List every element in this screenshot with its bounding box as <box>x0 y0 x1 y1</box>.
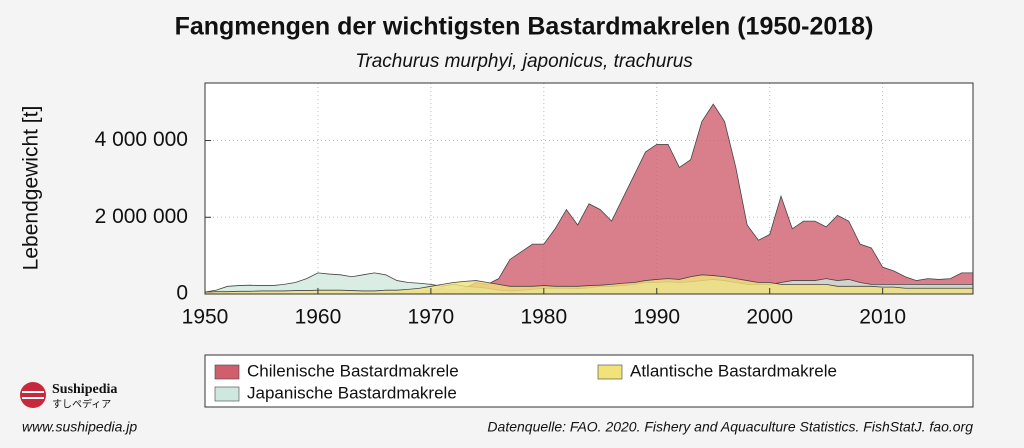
x-tick-label: 1990 <box>633 306 680 329</box>
legend <box>204 354 974 408</box>
x-tick-label: 1950 <box>182 306 229 329</box>
legend-label: Japanische Bastardmakrele <box>247 383 457 402</box>
x-tick-label: 1970 <box>408 306 455 329</box>
legend-label: Atlantische Bastardmakrele <box>630 361 837 380</box>
x-tick-label: 1980 <box>520 306 567 329</box>
legend-label: Chilenische Bastardmakrele <box>247 361 459 380</box>
area <box>204 274 974 295</box>
logo-subtitle: すしペディア <box>52 398 111 411</box>
y-axis-label: Lebendgewicht [t] <box>20 106 43 271</box>
y-tick-label: 4 000 000 <box>95 128 188 151</box>
plot-frame <box>204 82 974 295</box>
website: www.sushipedia.jp <box>22 419 137 435</box>
x-tick-label: 1960 <box>295 306 342 329</box>
logo-icon <box>20 382 46 408</box>
chart-title: Fangmengen der wichtigsten Bastardmakrel… <box>175 13 874 41</box>
plot <box>204 83 974 295</box>
legend-swatch <box>597 364 623 380</box>
y-tick-label: 2 000 000 <box>95 205 188 228</box>
legend-swatch <box>214 386 240 402</box>
x-tick-label: 2000 <box>746 306 793 329</box>
x-tick-label: 2010 <box>859 306 906 329</box>
source-note: Datenquelle: FAO. 2020. Fishery and Aqua… <box>487 419 973 435</box>
legend-swatch <box>214 364 240 380</box>
chart-subtitle: Trachurus murphyi, japonicus, trachurus <box>355 51 693 72</box>
y-tick-label: 0 <box>176 282 188 305</box>
logo: Sushipedia すしペディア <box>20 382 117 411</box>
logo-name: Sushipedia <box>52 382 117 397</box>
